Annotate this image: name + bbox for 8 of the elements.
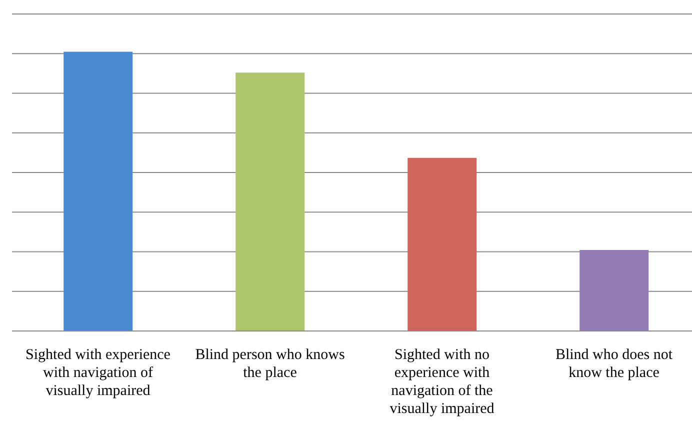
x-tick-label: Sighted with experience with navigation of visually impaired <box>26 347 171 399</box>
bar <box>64 52 133 331</box>
bar <box>580 250 649 331</box>
bar <box>408 158 477 331</box>
x-tick-label: Blind person who knows the place <box>195 347 345 381</box>
bar <box>236 72 305 331</box>
x-tick-label: Sighted with no experience with navigation of the visually impaired <box>390 347 495 417</box>
x-tick-label: Blind who does not know the place <box>555 347 674 381</box>
